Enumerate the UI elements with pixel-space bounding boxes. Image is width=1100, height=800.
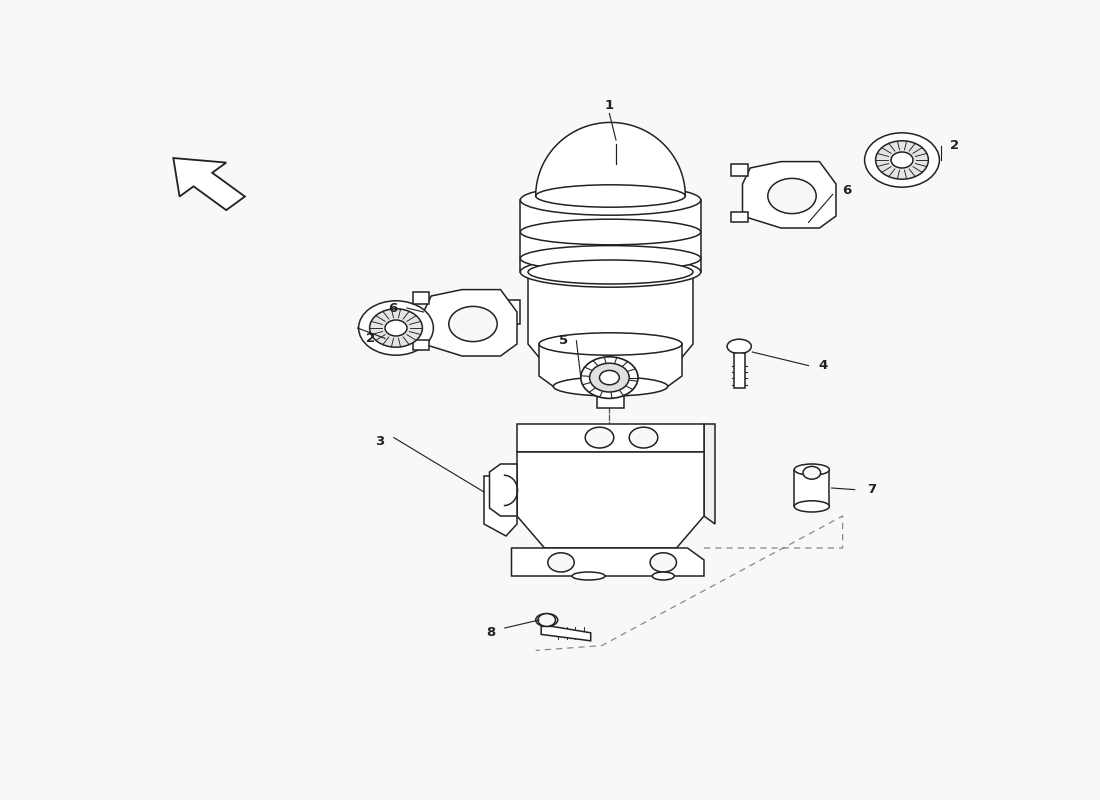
Circle shape (548, 553, 574, 572)
Ellipse shape (520, 257, 701, 287)
Polygon shape (541, 626, 591, 641)
Text: 1: 1 (605, 99, 614, 112)
Text: 7: 7 (867, 483, 876, 496)
Circle shape (581, 357, 638, 398)
Circle shape (803, 466, 821, 479)
Polygon shape (539, 344, 682, 386)
Ellipse shape (794, 501, 829, 512)
Polygon shape (517, 452, 704, 548)
Ellipse shape (528, 260, 693, 284)
Text: 6: 6 (843, 184, 851, 197)
Ellipse shape (727, 339, 751, 354)
Polygon shape (484, 476, 517, 536)
Ellipse shape (572, 572, 605, 580)
Polygon shape (732, 164, 748, 176)
Circle shape (585, 427, 614, 448)
Polygon shape (517, 424, 704, 452)
Circle shape (359, 301, 433, 355)
Circle shape (590, 363, 629, 392)
Circle shape (650, 553, 676, 572)
Polygon shape (520, 200, 701, 272)
Ellipse shape (553, 377, 668, 396)
Text: 5: 5 (559, 334, 568, 347)
Ellipse shape (652, 572, 674, 580)
Circle shape (768, 178, 816, 214)
Circle shape (876, 141, 928, 179)
Circle shape (449, 306, 497, 342)
Ellipse shape (536, 614, 558, 626)
Polygon shape (424, 290, 517, 356)
Polygon shape (734, 353, 745, 388)
Circle shape (370, 309, 422, 347)
Text: 3: 3 (375, 435, 384, 448)
Ellipse shape (520, 219, 701, 245)
Circle shape (891, 152, 913, 168)
Text: 2: 2 (366, 332, 375, 345)
Circle shape (600, 370, 619, 385)
Polygon shape (490, 464, 517, 516)
Circle shape (385, 320, 407, 336)
Circle shape (538, 614, 556, 626)
Polygon shape (528, 272, 693, 364)
Circle shape (629, 427, 658, 448)
Ellipse shape (451, 318, 473, 340)
Text: 8: 8 (486, 626, 495, 638)
Polygon shape (794, 470, 829, 506)
Text: 2: 2 (950, 139, 959, 152)
Polygon shape (704, 424, 715, 524)
Ellipse shape (794, 464, 829, 475)
Polygon shape (412, 340, 429, 350)
Text: 4: 4 (818, 359, 827, 372)
Polygon shape (462, 300, 520, 334)
Polygon shape (732, 212, 748, 222)
Circle shape (865, 133, 939, 187)
Ellipse shape (539, 333, 682, 355)
Ellipse shape (520, 185, 701, 215)
Polygon shape (412, 292, 429, 304)
Polygon shape (174, 158, 245, 210)
Polygon shape (536, 122, 685, 196)
Polygon shape (742, 162, 836, 228)
Ellipse shape (520, 246, 701, 271)
Polygon shape (512, 548, 704, 576)
Text: 6: 6 (388, 302, 397, 314)
Polygon shape (597, 386, 624, 408)
Ellipse shape (536, 185, 685, 207)
